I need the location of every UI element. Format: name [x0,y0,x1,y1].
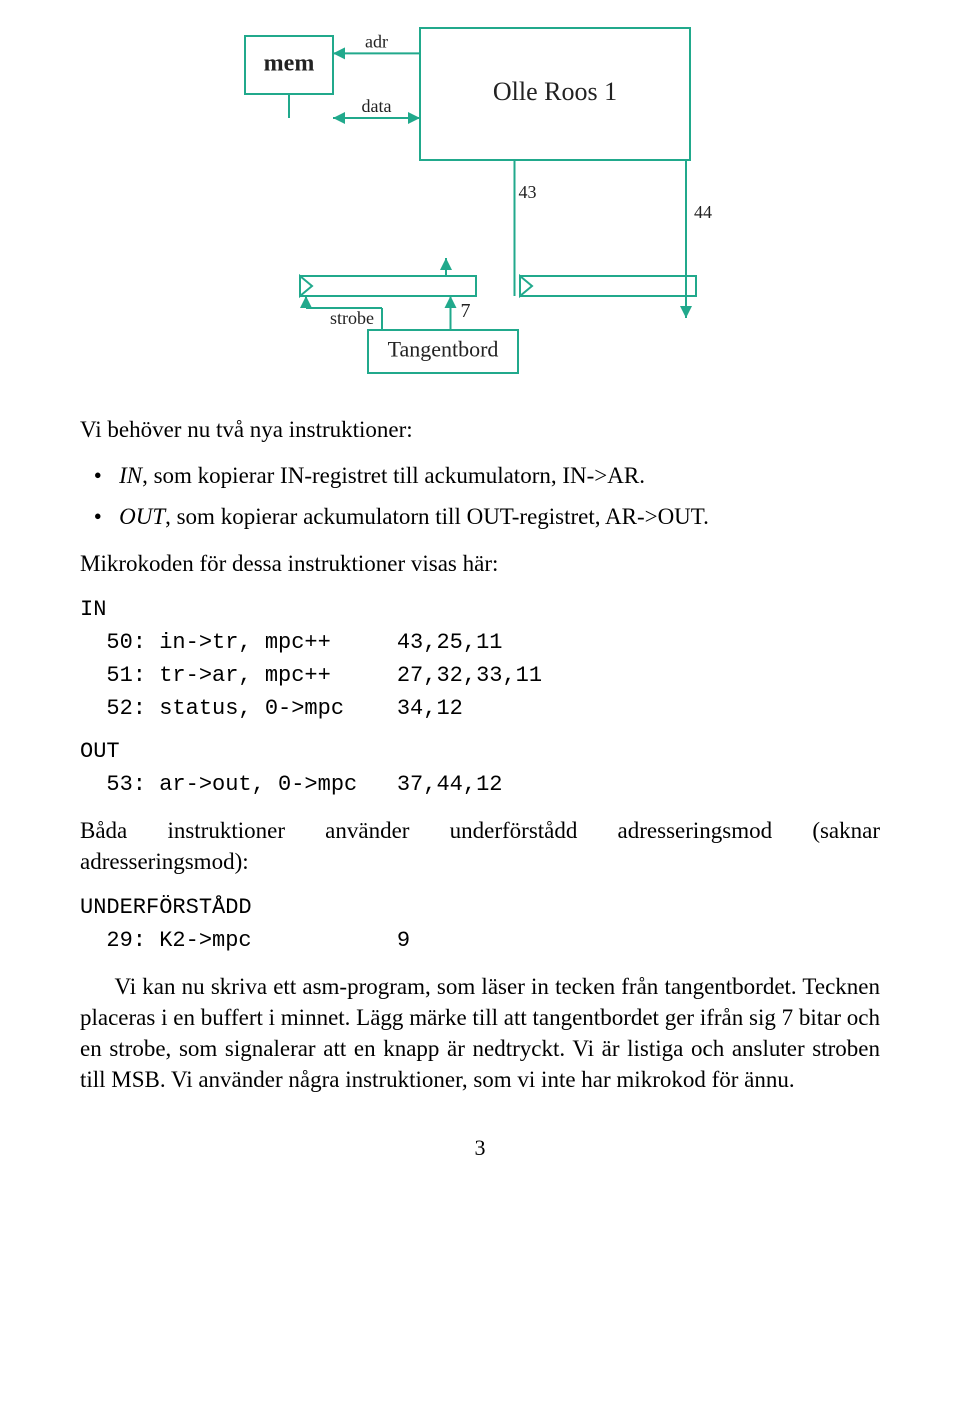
instruction-list: IN, som kopierar IN-registret till ackum… [80,459,880,534]
bullet-in: IN, som kopierar IN-registret till ackum… [80,459,880,494]
bullet-out-keyword: OUT [119,504,165,529]
svg-text:strobe: strobe [330,308,374,328]
svg-text:7: 7 [461,300,471,322]
architecture-diagram: mem Olle Roos 1 Tangentbord adr data 43 44 7 str… [80,0,880,400]
bullet-out-text: , som kopierar ackumulatorn till OUT-reg… [165,504,709,529]
bullet-in-text: , som kopierar IN-registret till ackumul… [142,463,645,488]
svg-text:data: data [362,96,392,116]
svg-text:mem: mem [264,51,315,77]
svg-text:43: 43 [519,182,537,202]
code-under-block: UNDERFÖRSTÅDD 29: K2->mpc 9 [80,891,880,957]
code-out-block: OUT 53: ar->out, 0->mpc 37,44,12 [80,735,880,801]
both-instructions-paragraph: Båda instruktioner använder underförståd… [80,815,880,877]
intro-paragraph: Vi behöver nu två nya instruktioner: [80,414,880,445]
code-in-block: IN 50: in->tr, mpc++ 43,25,11 51: tr->ar… [80,593,880,725]
bullet-out: OUT, som kopierar ackumulatorn till OUT-… [80,500,880,535]
bullet-in-keyword: IN [119,463,142,488]
svg-text:adr: adr [365,31,388,51]
svg-text:44: 44 [694,202,712,222]
final-paragraph: Vi kan nu skriva ett asm-program, som lä… [80,971,880,1095]
page-number: 3 [80,1135,880,1161]
diagram-svg: mem Olle Roos 1 Tangentbord adr data 43 44 7 str… [200,10,760,390]
svg-text:Tangentbord: Tangentbord [388,337,499,362]
microcode-intro: Mikrokoden för dessa instruktioner visas… [80,548,880,579]
svg-text:Olle Roos 1: Olle Roos 1 [493,77,617,106]
